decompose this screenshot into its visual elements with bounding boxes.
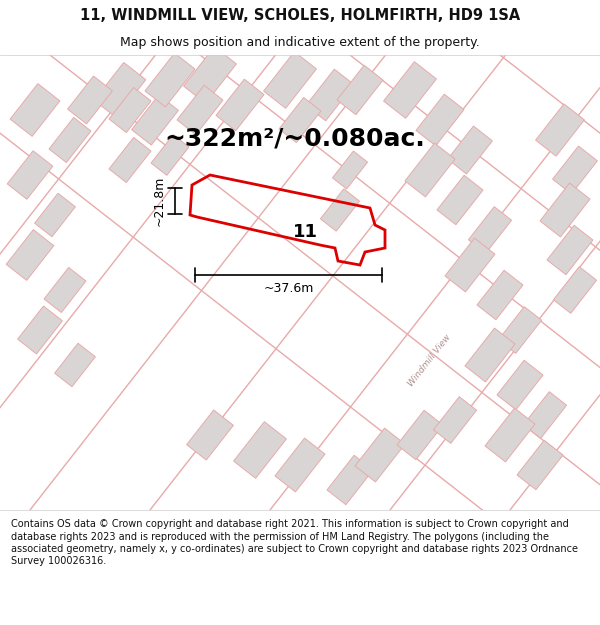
Polygon shape (540, 183, 590, 237)
Text: Contains OS data © Crown copyright and database right 2021. This information is : Contains OS data © Crown copyright and d… (11, 519, 578, 566)
Polygon shape (35, 193, 76, 237)
Polygon shape (6, 229, 54, 281)
Polygon shape (44, 268, 86, 312)
Polygon shape (437, 175, 483, 225)
Polygon shape (55, 343, 95, 387)
Polygon shape (355, 428, 405, 482)
Polygon shape (151, 134, 189, 176)
Text: 11, WINDMILL VIEW, SCHOLES, HOLMFIRTH, HD9 1SA: 11, WINDMILL VIEW, SCHOLES, HOLMFIRTH, H… (80, 8, 520, 23)
Polygon shape (109, 88, 151, 132)
Polygon shape (306, 69, 354, 121)
Polygon shape (477, 270, 523, 320)
Polygon shape (7, 151, 53, 199)
Polygon shape (499, 307, 542, 353)
Polygon shape (320, 189, 359, 231)
Polygon shape (184, 47, 236, 103)
Polygon shape (68, 76, 112, 124)
Polygon shape (332, 151, 368, 189)
Text: Windmill View: Windmill View (407, 332, 453, 388)
Polygon shape (523, 392, 566, 438)
Polygon shape (17, 306, 62, 354)
Polygon shape (327, 455, 373, 505)
Polygon shape (416, 94, 464, 146)
Polygon shape (433, 397, 476, 443)
Polygon shape (10, 84, 60, 136)
Polygon shape (553, 267, 596, 313)
Polygon shape (465, 328, 515, 382)
Polygon shape (553, 146, 598, 194)
Polygon shape (547, 225, 593, 275)
Polygon shape (497, 360, 543, 410)
Polygon shape (177, 85, 223, 135)
Polygon shape (397, 410, 443, 460)
Text: ~21.8m: ~21.8m (152, 176, 166, 226)
Polygon shape (145, 53, 195, 107)
Polygon shape (263, 52, 316, 108)
Polygon shape (187, 410, 233, 460)
Text: ~37.6m: ~37.6m (263, 282, 314, 296)
Polygon shape (536, 104, 584, 156)
Polygon shape (109, 138, 151, 182)
Polygon shape (445, 238, 495, 292)
Polygon shape (275, 438, 325, 492)
Polygon shape (131, 95, 178, 145)
Polygon shape (49, 118, 91, 162)
Polygon shape (485, 408, 535, 462)
Text: 11: 11 (293, 223, 317, 241)
Polygon shape (279, 98, 321, 142)
Polygon shape (405, 143, 455, 197)
Text: ~322m²/~0.080ac.: ~322m²/~0.080ac. (164, 126, 425, 150)
Polygon shape (337, 65, 383, 115)
Polygon shape (383, 62, 436, 118)
Polygon shape (216, 79, 264, 131)
Polygon shape (517, 440, 563, 490)
Polygon shape (94, 62, 146, 118)
Polygon shape (469, 207, 512, 253)
Polygon shape (233, 422, 286, 478)
Polygon shape (448, 126, 493, 174)
Text: Map shows position and indicative extent of the property.: Map shows position and indicative extent… (120, 36, 480, 49)
